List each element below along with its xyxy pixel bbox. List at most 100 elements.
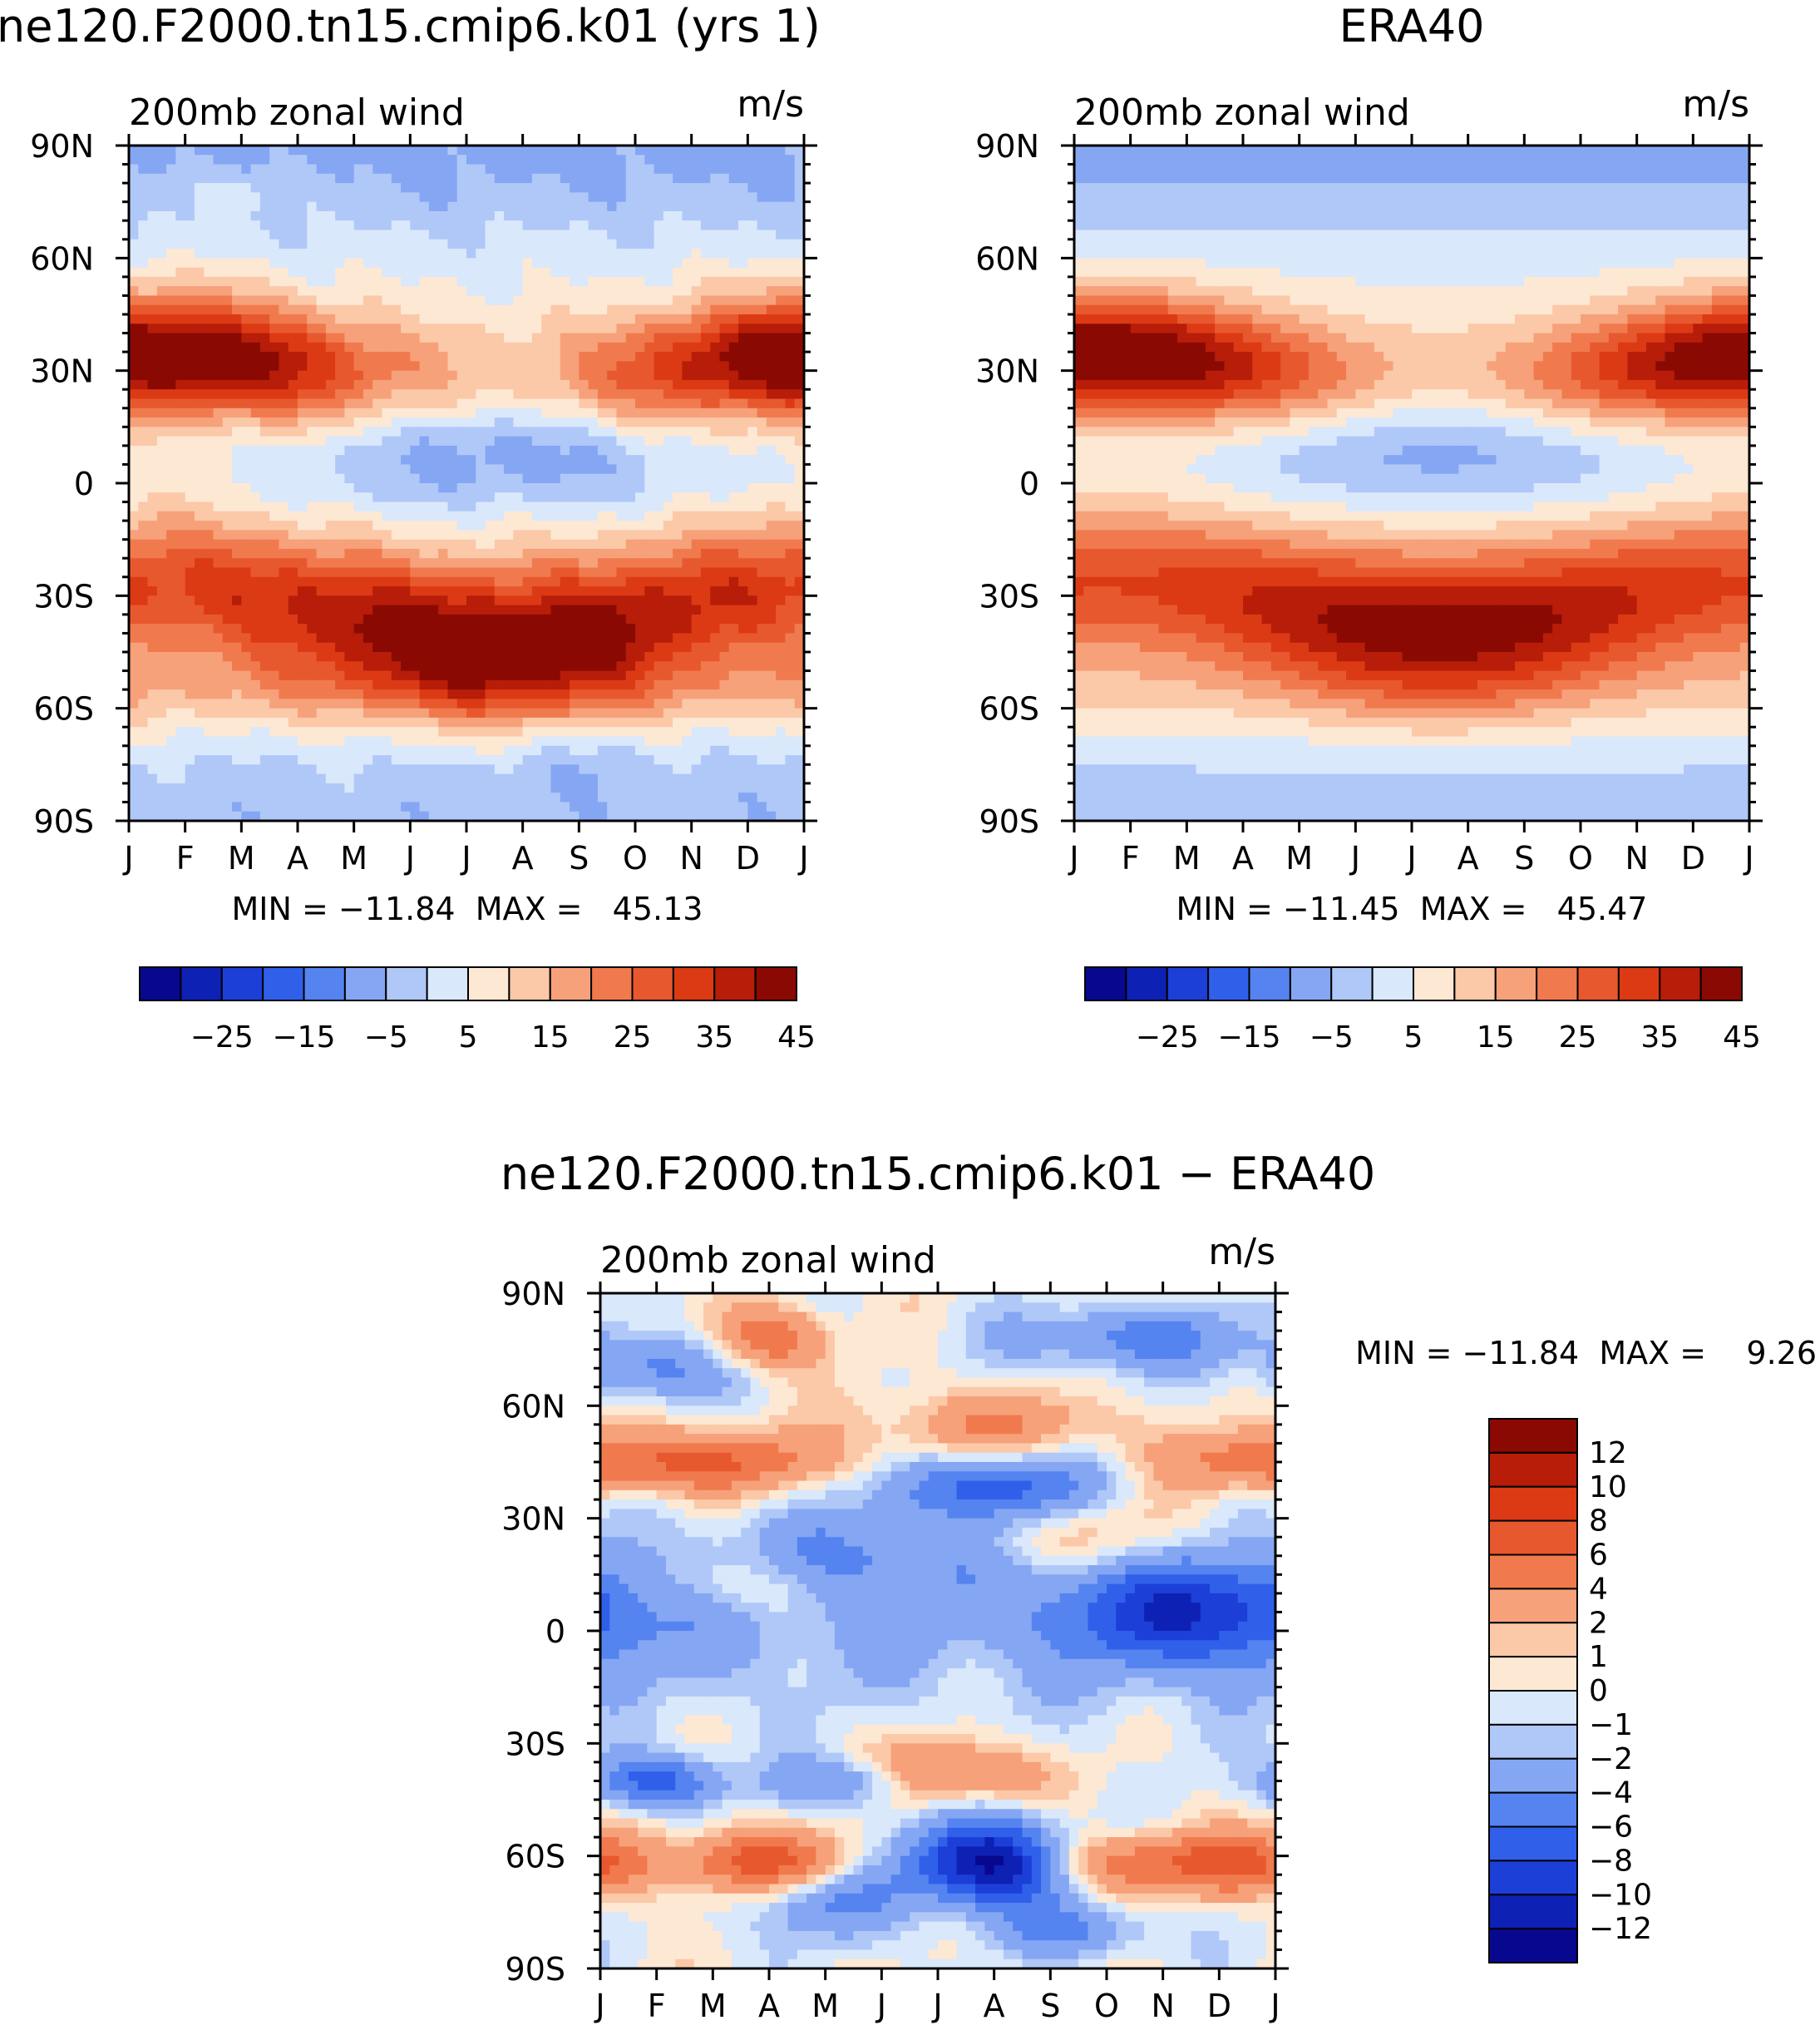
contour-cell	[522, 521, 533, 531]
contour-cell	[401, 183, 411, 193]
contour-cell	[138, 614, 149, 625]
contour-cell	[428, 379, 439, 390]
contour-cell	[682, 352, 693, 362]
contour-cell	[279, 764, 289, 775]
contour-cell	[476, 249, 486, 259]
contour-cell	[391, 624, 402, 635]
contour-cell	[607, 455, 618, 466]
contour-cell	[335, 333, 345, 343]
contour-cell	[213, 314, 224, 324]
contour-cell	[288, 483, 298, 493]
contour-cell	[560, 164, 570, 175]
contour-cell	[456, 595, 467, 606]
contour-cell	[625, 539, 636, 550]
contour-cell	[494, 745, 505, 756]
contour-cell	[616, 586, 627, 596]
contour-cell	[156, 670, 167, 681]
contour-cell	[316, 352, 327, 362]
contour-cell	[410, 679, 421, 690]
contour-cell	[363, 201, 373, 212]
contour-cell	[560, 304, 570, 315]
contour-cell	[353, 201, 364, 212]
contour-cell	[635, 464, 645, 475]
contour-cell	[794, 548, 804, 559]
contour-cell	[757, 455, 767, 466]
contour-cell	[185, 764, 195, 775]
contour-cell	[719, 455, 730, 466]
contour-cell	[401, 755, 411, 765]
contour-cell	[485, 567, 496, 578]
contour-cell	[794, 295, 804, 306]
contour-cell	[541, 324, 552, 334]
contour-cell	[476, 717, 486, 728]
contour-cell	[428, 173, 439, 184]
contour-cell	[269, 239, 280, 249]
contour-cell	[663, 361, 673, 372]
contour-cell	[344, 539, 355, 550]
contour-cell	[776, 267, 787, 278]
contour-cell	[607, 670, 618, 681]
contour-cell	[466, 286, 476, 297]
contour-cell	[550, 511, 561, 521]
contour-cell	[466, 539, 476, 550]
contour-cell	[700, 576, 711, 587]
contour-cell	[738, 595, 748, 606]
contour-cell	[531, 155, 542, 165]
contour-cell	[325, 501, 336, 512]
contour-cell	[298, 267, 308, 278]
contour-cell	[644, 548, 655, 559]
contour-cell	[635, 670, 645, 681]
contour-cell	[673, 173, 683, 184]
contour-cell	[156, 342, 167, 353]
contour-cell	[166, 427, 176, 437]
contour-cell	[382, 717, 392, 728]
contour-cell	[156, 492, 167, 503]
contour-cell	[401, 249, 411, 259]
contour-cell	[166, 679, 176, 690]
contour-cell	[607, 652, 618, 662]
contour-cell	[279, 427, 289, 437]
contour-cell	[353, 633, 364, 644]
contour-cell	[570, 436, 580, 447]
contour-cell	[250, 230, 261, 240]
contour-cell	[738, 183, 748, 193]
contour-cell	[485, 427, 496, 437]
contour-cell	[673, 146, 683, 156]
contour-cell	[719, 642, 730, 653]
contour-cell	[382, 267, 392, 278]
contour-cell	[138, 370, 149, 381]
contour-cell	[185, 642, 195, 653]
contour-cell	[673, 501, 683, 512]
contour-cell	[757, 304, 767, 315]
contour-cell	[607, 192, 618, 203]
contour-cell	[466, 764, 476, 775]
contour-cell	[485, 417, 496, 427]
contour-cell	[175, 614, 186, 625]
contour-cell	[138, 567, 149, 578]
contour-cell	[476, 511, 486, 521]
contour-cell	[401, 764, 411, 775]
contour-cell	[316, 521, 327, 531]
contour-cell	[166, 492, 176, 503]
contour-cell	[485, 352, 496, 362]
contour-cell	[185, 689, 195, 699]
contour-cell	[625, 473, 636, 484]
contour-cell	[204, 652, 215, 662]
contour-cell	[607, 361, 618, 372]
contour-cell	[222, 642, 233, 653]
contour-cell	[560, 155, 570, 165]
contour-cell	[456, 624, 467, 635]
contour-cell	[757, 192, 767, 203]
contour-cell	[325, 361, 336, 372]
contour-cell	[259, 736, 270, 747]
contour-cell	[391, 548, 402, 559]
contour-cell	[250, 548, 261, 559]
contour-cell	[156, 295, 167, 306]
contour-cell	[607, 586, 618, 596]
contour-cell	[325, 736, 336, 747]
contour-cell	[222, 314, 233, 324]
contour-cell	[776, 249, 787, 259]
contour-cell	[728, 230, 739, 240]
contour-cell	[438, 210, 449, 221]
contour-cell	[438, 389, 449, 400]
